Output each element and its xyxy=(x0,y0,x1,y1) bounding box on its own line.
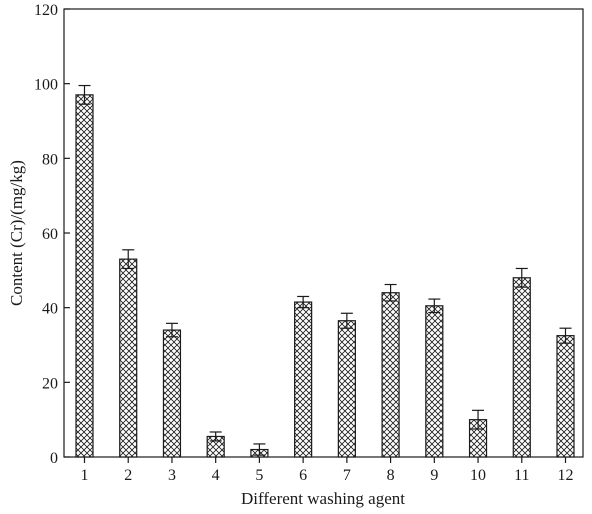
y-tick-label: 80 xyxy=(42,151,58,168)
x-tick-label: 5 xyxy=(255,467,263,484)
x-tick-label: 7 xyxy=(343,467,351,484)
y-tick-label: 0 xyxy=(50,450,58,467)
x-tick-label: 9 xyxy=(430,467,438,484)
bars-group xyxy=(75,84,575,458)
x-tick-label: 6 xyxy=(299,467,307,484)
x-tick-label: 12 xyxy=(558,467,574,484)
bar-12 xyxy=(556,335,575,458)
y-tick-label: 100 xyxy=(34,77,58,94)
x-tick-label: 4 xyxy=(212,467,220,484)
bar-8 xyxy=(381,292,400,458)
x-tick-label: 2 xyxy=(124,467,132,484)
y-tick-label: 40 xyxy=(42,301,58,318)
y-tick-label: 120 xyxy=(34,2,58,19)
y-axis-ticks: 0 20 40 60 80 100 120 xyxy=(34,2,70,467)
bar-6 xyxy=(294,301,313,458)
y-tick-label: 20 xyxy=(42,375,58,392)
x-tick-label: 8 xyxy=(387,467,395,484)
x-axis-ticks: 1 2 3 4 5 6 7 8 9 10 11 12 xyxy=(81,457,574,484)
bar-2 xyxy=(119,258,138,458)
bar-1 xyxy=(75,94,94,458)
plot-frame xyxy=(63,8,584,458)
x-tick-label: 10 xyxy=(470,467,486,484)
x-tick-label: 1 xyxy=(81,467,89,484)
y-tick-label: 60 xyxy=(42,226,58,243)
x-tick-label: 11 xyxy=(514,467,529,484)
y-axis-label: Content (Cr)/(mg/kg) xyxy=(7,160,26,306)
x-axis-label: Different washing agent xyxy=(241,489,405,508)
x-tick-label: 3 xyxy=(168,467,176,484)
bar-3 xyxy=(162,329,182,458)
bar-7 xyxy=(337,320,356,458)
bar-9 xyxy=(425,305,444,458)
bar-11 xyxy=(512,277,531,458)
